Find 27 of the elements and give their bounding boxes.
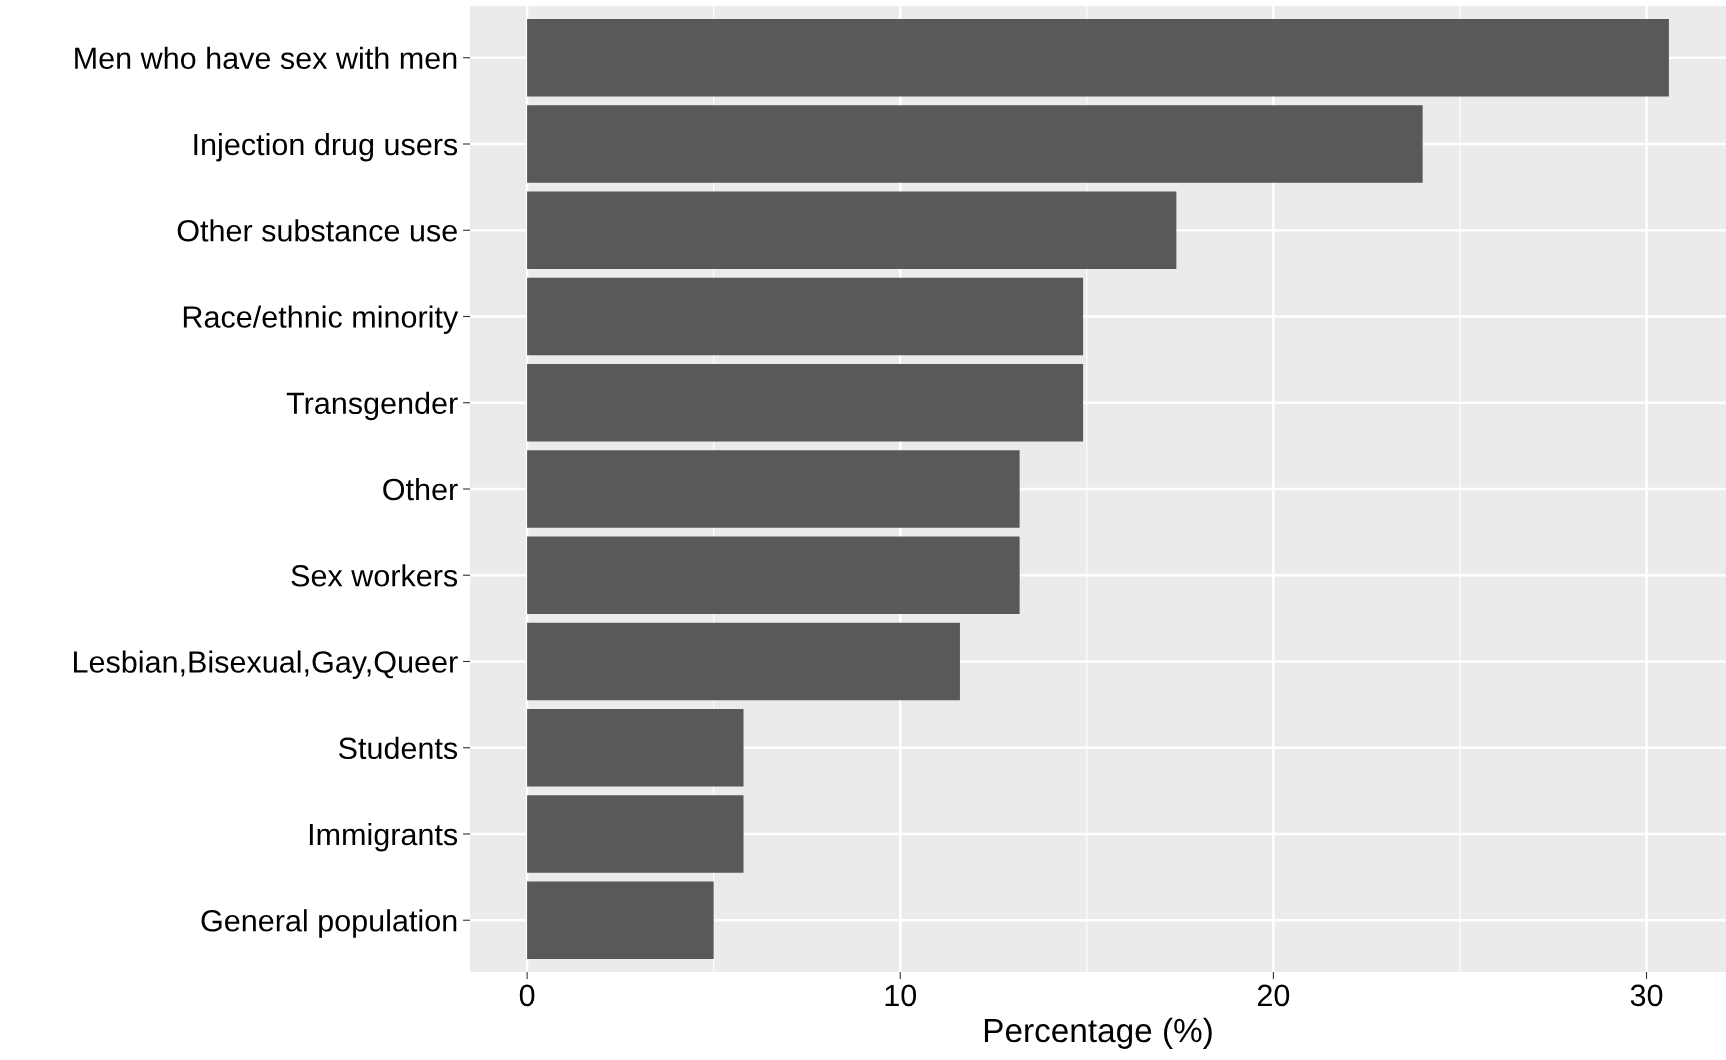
- x-tick-label: 10: [885, 984, 917, 1007]
- y-tick-label: General population: [201, 909, 457, 938]
- bar: [527, 450, 1020, 528]
- y-tick-label: Transgender: [286, 391, 458, 421]
- bar: [527, 105, 1423, 183]
- bar: [527, 277, 1084, 356]
- bar: [527, 881, 714, 960]
- bar: [527, 18, 1669, 97]
- y-tick-label: Other substance use: [177, 219, 457, 242]
- x-tick-label: 20: [1257, 984, 1290, 1007]
- bar: [527, 622, 960, 701]
- y-tick-label: Race/ethnic minority: [183, 305, 459, 334]
- bar: [527, 536, 1020, 615]
- x-axis-title: Percentage (%): [984, 1017, 1212, 1049]
- bar: [527, 363, 1084, 442]
- y-tick-label: Immigrants: [309, 822, 458, 852]
- y-tick-label: Other: [383, 477, 458, 501]
- x-tick-label: 30: [1630, 984, 1663, 1007]
- bar: [527, 708, 744, 787]
- y-tick-label: Students: [338, 736, 458, 760]
- y-tick-label: Sex workers: [291, 564, 458, 587]
- y-tick-label: Men who have sex with men: [75, 46, 457, 70]
- x-tick-label: 0: [519, 984, 535, 1007]
- y-tick-label: Injection drug users: [194, 132, 458, 162]
- y-tick-label: Lesbian,Bisexual,Gay,Queer: [74, 650, 458, 679]
- bar: [527, 795, 744, 873]
- bar: [527, 191, 1177, 270]
